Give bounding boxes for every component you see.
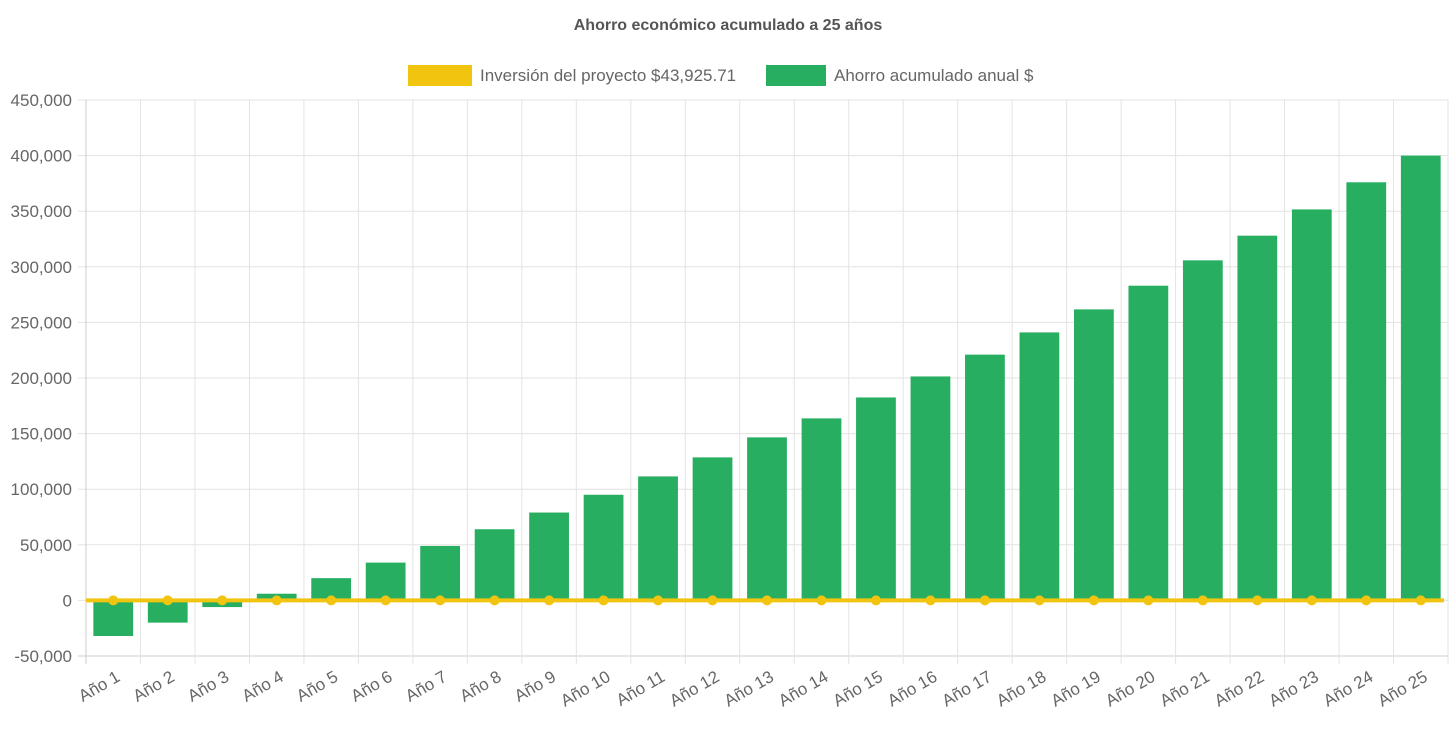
bar [856, 397, 896, 601]
line-point [271, 595, 282, 606]
line-point [217, 595, 228, 606]
bars [93, 155, 1441, 636]
line-point [762, 595, 772, 606]
x-tick-label: Año 7 [402, 667, 450, 706]
bar [747, 437, 787, 601]
bar [801, 418, 842, 601]
x-tick-label: Año 2 [130, 667, 178, 706]
legend-swatch-investment [408, 65, 472, 86]
bar [583, 494, 624, 601]
bar [692, 457, 733, 601]
line-point [653, 595, 664, 606]
line-point [979, 595, 990, 606]
bar [529, 512, 569, 601]
x-tick-label: Año 22 [1211, 667, 1267, 710]
x-tick-label: Año 3 [184, 667, 232, 706]
y-tick-label: 350,000 [11, 202, 72, 221]
line-point [380, 595, 391, 606]
bar [93, 600, 134, 636]
line-point [1361, 595, 1372, 606]
x-tick-label: Año 23 [1266, 667, 1322, 710]
legend-swatch-savings [766, 65, 826, 86]
x-tick-label: Año 8 [457, 667, 505, 706]
y-tick-label: 200,000 [11, 369, 72, 388]
x-tick-label: Año 10 [557, 667, 613, 710]
line-point [326, 595, 337, 606]
y-tick-label: -50,000 [14, 647, 72, 666]
x-tick-label: Año 12 [666, 667, 722, 710]
bar [1346, 182, 1387, 601]
x-tick-label: Año 6 [348, 667, 396, 706]
line-point [925, 595, 936, 606]
bar [311, 578, 352, 601]
y-tick-label: 300,000 [11, 258, 72, 277]
bar [1182, 260, 1223, 601]
x-tick-label: Año 11 [613, 667, 668, 710]
line-point [162, 595, 173, 606]
line-point [1415, 595, 1426, 606]
line-point [707, 595, 718, 606]
line-point [108, 595, 119, 606]
y-tick-label: 250,000 [11, 313, 72, 332]
line-point [435, 595, 446, 606]
legend: Inversión del proyecto $43,925.71 Ahorro… [408, 65, 1034, 86]
line-point [816, 595, 827, 606]
bar [420, 545, 461, 601]
bar [910, 376, 951, 601]
line-point [1197, 595, 1208, 606]
x-tick-label: Año 16 [884, 667, 940, 710]
x-tick-label: Año 14 [775, 667, 831, 710]
bar [1291, 209, 1332, 601]
bar [638, 476, 678, 601]
x-tick-label: Año 21 [1157, 667, 1213, 710]
y-tick-label: 50,000 [20, 536, 72, 555]
line-point [1252, 595, 1263, 606]
line-point [870, 595, 881, 606]
bar [1237, 235, 1278, 601]
bar [965, 354, 1005, 601]
y-tick-label: 100,000 [11, 480, 72, 499]
bar [1019, 332, 1060, 601]
x-tick-label: Año 9 [511, 667, 559, 706]
legend-label-savings: Ahorro acumulado anual $ [834, 66, 1034, 85]
x-tick-label: Año 13 [721, 667, 777, 710]
y-tick-label: 400,000 [11, 147, 72, 166]
bar [1400, 155, 1441, 601]
x-tick-label: Año 5 [293, 667, 341, 706]
x-tick-label: Año 20 [1102, 667, 1158, 710]
line-point [1306, 595, 1317, 606]
bar [147, 600, 188, 623]
x-tick-label: Año 15 [830, 667, 886, 710]
x-tick-label: Año 19 [1048, 667, 1104, 710]
investment-line [86, 595, 1444, 606]
line-point [1143, 595, 1154, 606]
x-axis: Año 1 Año 2 Año 3 Año 4 Año 5 Año 6 Año 7 Año 8… [75, 667, 1431, 710]
legend-item-investment[interactable]: Inversión del proyecto $43,925.71 [408, 65, 736, 86]
y-tick-label: 150,000 [11, 425, 72, 444]
line-point [1034, 595, 1045, 606]
x-tick-label: Año 18 [993, 667, 1049, 710]
x-tick-label: Año 17 [939, 667, 995, 710]
bar [1073, 309, 1114, 601]
x-tick-label: Año 1 [75, 667, 123, 706]
chart-title: Ahorro económico acumulado a 25 años [574, 17, 883, 34]
line-point [544, 595, 555, 606]
line-point [489, 595, 500, 606]
legend-label-investment: Inversión del proyecto $43,925.71 [480, 66, 736, 85]
bar [1128, 285, 1169, 601]
x-tick-label: Año 4 [239, 667, 287, 706]
line-point [598, 595, 609, 606]
x-tick-label: Año 24 [1320, 667, 1376, 710]
legend-item-savings[interactable]: Ahorro acumulado anual $ [766, 65, 1034, 86]
bar [365, 562, 406, 601]
y-tick-label: 0 [63, 591, 72, 610]
y-tick-label: 450,000 [11, 91, 72, 110]
grid [78, 99, 1449, 664]
bar [474, 529, 515, 601]
line-point [1088, 595, 1099, 606]
x-tick-label: Año 25 [1375, 667, 1431, 710]
y-axis: 450,000 400,000 350,000 300,000 250,000 200,0… [11, 91, 72, 666]
